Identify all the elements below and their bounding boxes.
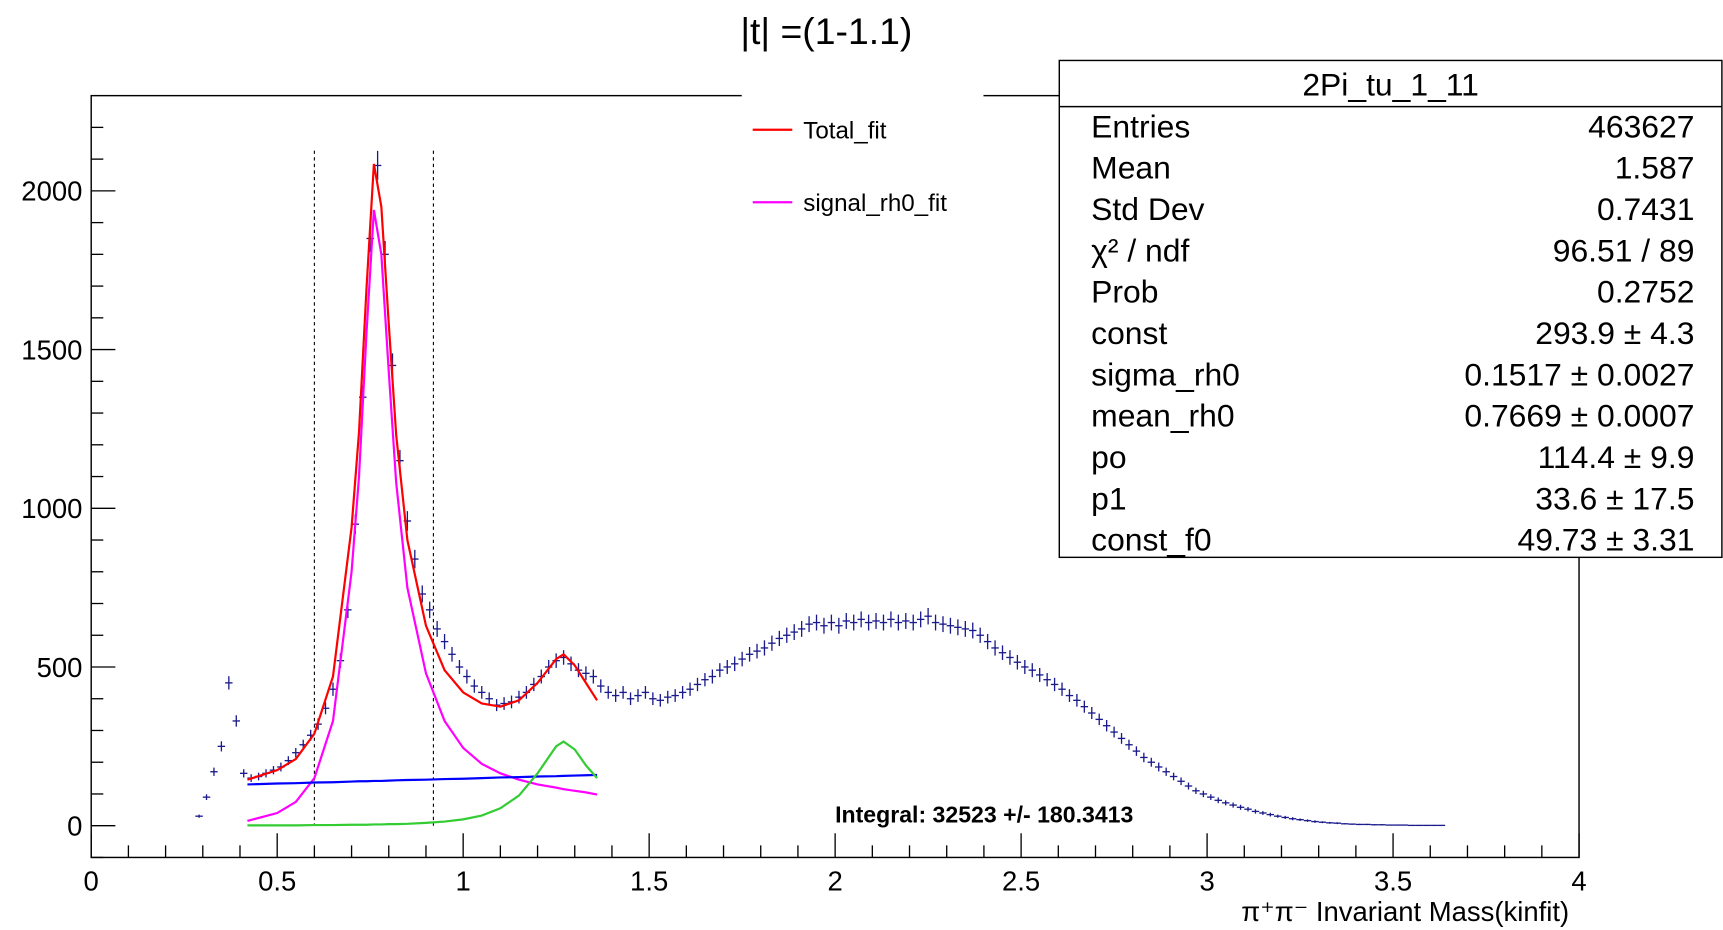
legend-label: signal_rh0_fit bbox=[803, 190, 947, 217]
stats-label: Entries bbox=[1091, 108, 1190, 144]
stats-value: 49.73 ± 3.31 bbox=[1518, 522, 1695, 558]
x-tick-label: 0.5 bbox=[258, 865, 296, 896]
stats-value: 33.6 ± 17.5 bbox=[1535, 480, 1694, 516]
stats-label: const_f0 bbox=[1091, 522, 1211, 558]
x-tick-label: 2.5 bbox=[1002, 865, 1040, 896]
x-axis-label: π⁺π⁻ Invariant Mass(kinfit) bbox=[1241, 896, 1569, 927]
stats-value: 463627 bbox=[1588, 108, 1694, 144]
stats-label: Mean bbox=[1091, 150, 1171, 186]
y-tick-label: 1500 bbox=[21, 334, 82, 365]
fit-curve bbox=[247, 163, 598, 781]
stats-value: 293.9 ± 4.3 bbox=[1535, 315, 1694, 351]
legend-label: Total_fit bbox=[803, 118, 887, 145]
stats-value: 0.7669 ± 0.0007 bbox=[1464, 398, 1694, 434]
stats-value: 0.7431 bbox=[1597, 191, 1694, 227]
stats-title: 2Pi_tu_1_11 bbox=[1302, 67, 1479, 103]
x-tick-label: 1.5 bbox=[630, 865, 668, 896]
chart-title: |t| =(1-1.1) bbox=[740, 10, 912, 52]
fit-curve bbox=[247, 209, 598, 823]
stats-label: Std Dev bbox=[1091, 191, 1204, 227]
stats-value: 114.4 ± 9.9 bbox=[1538, 439, 1695, 475]
stats-label: sigma_rh0 bbox=[1091, 356, 1240, 392]
x-tick-label: 3 bbox=[1199, 865, 1214, 896]
annotation: Integral: 32523 +/- 180.3413 bbox=[835, 801, 1133, 827]
stats-label: po bbox=[1091, 439, 1126, 475]
stats-value: 0.2752 bbox=[1597, 274, 1694, 310]
fit-curve bbox=[247, 773, 598, 786]
x-tick-label: 2 bbox=[827, 865, 842, 896]
stats-label: Prob bbox=[1091, 274, 1158, 310]
y-tick-label: 1000 bbox=[21, 493, 82, 524]
x-tick-label: 4 bbox=[1571, 865, 1586, 896]
stats-value: 0.1517 ± 0.0027 bbox=[1464, 356, 1694, 392]
y-tick-label: 500 bbox=[37, 652, 83, 683]
stats-box bbox=[1058, 59, 1723, 559]
stats-label: p1 bbox=[1091, 480, 1126, 516]
stats-value: 96.51 / 89 bbox=[1553, 232, 1695, 268]
stats-value: 1.587 bbox=[1615, 150, 1695, 186]
stats-label: const bbox=[1091, 315, 1167, 351]
y-tick-label: 2000 bbox=[21, 176, 82, 207]
y-tick-label: 0 bbox=[67, 811, 82, 842]
x-tick-label: 3.5 bbox=[1374, 865, 1412, 896]
fit-curve bbox=[247, 740, 598, 827]
x-tick-label: 0 bbox=[84, 865, 99, 896]
stats-label: χ² / ndf bbox=[1091, 232, 1189, 268]
stats-label: mean_rh0 bbox=[1091, 398, 1234, 434]
legend-box bbox=[741, 76, 984, 242]
x-tick-label: 1 bbox=[456, 865, 471, 896]
